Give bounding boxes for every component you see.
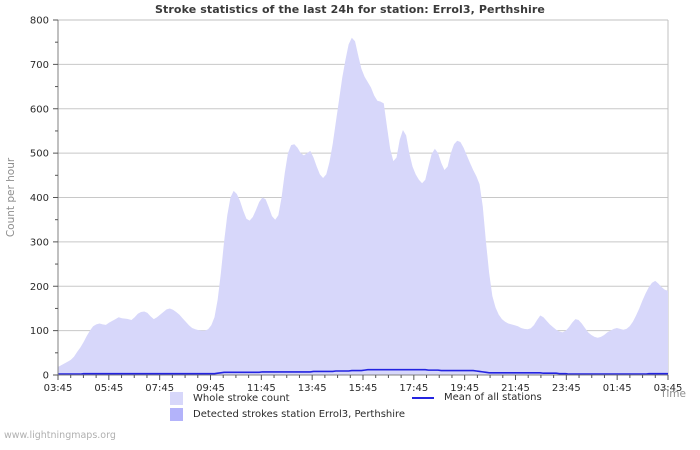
y-tick-label: 500: [30, 149, 49, 160]
line-mean-of-all-stations: [58, 368, 668, 375]
legend-swatch-whole-icon: [170, 392, 183, 405]
legend-item-whole-stroke-count: Whole stroke count: [170, 392, 290, 405]
x-tick-label: 01:45: [603, 383, 632, 392]
x-tick-label: 17:45: [399, 383, 428, 392]
x-tick-label: 15:45: [349, 383, 378, 392]
y-tick-label: 800: [30, 16, 49, 27]
y-axis-label: Count per hour: [5, 157, 17, 237]
chart-legend: Whole stroke count Detected strokes stat…: [0, 392, 700, 424]
legend-line-mean-icon: [412, 396, 434, 399]
y-tick-label: 100: [30, 326, 49, 337]
legend-item-mean-of-all-stations: Mean of all stations: [412, 392, 542, 403]
y-tick-label: 400: [30, 193, 49, 204]
legend-label-detected: Detected strokes station Errol3, Perthsh…: [193, 409, 406, 420]
x-tick-label: 21:45: [501, 383, 530, 392]
legend-swatch-detected-icon: [170, 408, 183, 421]
y-tick-label: 200: [30, 282, 49, 293]
x-axis-label: Time: [660, 388, 686, 400]
y-tick-label: 300: [30, 237, 49, 248]
x-tick-label: 03:45: [44, 383, 73, 392]
x-tick-label: 23:45: [552, 383, 581, 392]
x-tick-label: 09:45: [196, 383, 225, 392]
page-title: Stroke statistics of the last 24h for st…: [155, 3, 545, 16]
y-tick-label: 0: [43, 371, 49, 382]
x-tick-label: 03:45: [654, 383, 683, 392]
x-tick-label: 13:45: [298, 383, 327, 392]
x-tick-label: 05:45: [94, 383, 123, 392]
legend-label-whole: Whole stroke count: [193, 393, 290, 404]
legend-item-detected-strokes: Detected strokes station Errol3, Perthsh…: [170, 408, 405, 421]
area-whole-stroke-count: [58, 37, 668, 375]
chart-plot-area: 0 100 200 300 400 500 600 700 800 03:45 05:45 07:45…: [5, 16, 683, 393]
x-tick-label: 19:45: [450, 383, 479, 392]
legend-label-mean: Mean of all stations: [444, 392, 542, 403]
y-tick-label: 700: [30, 60, 49, 71]
footer-url: www.lightningmaps.org: [4, 430, 116, 441]
x-tick-label: 11:45: [247, 383, 276, 392]
y-tick-label: 600: [30, 104, 49, 115]
x-tick-label: 07:45: [145, 383, 174, 392]
